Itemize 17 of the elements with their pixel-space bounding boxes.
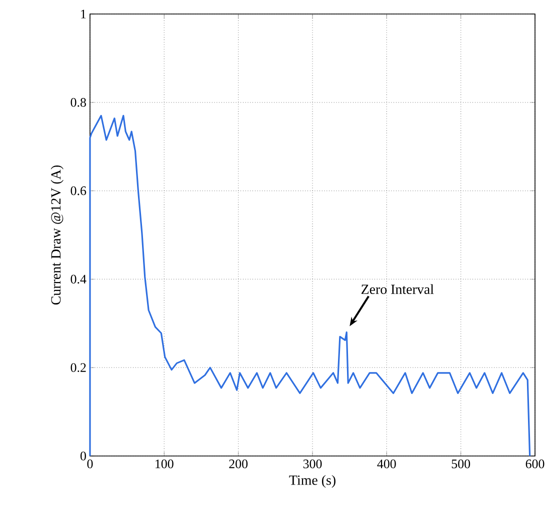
x-tick-label: 0	[87, 460, 93, 468]
y-tick-label: 0	[80, 452, 86, 460]
y-tick-label: 0.4	[70, 274, 86, 284]
y-tick-label: 0.2	[70, 363, 86, 372]
annotation: Zero Interval	[361, 284, 434, 294]
x-tick-label: 600	[526, 460, 544, 468]
x-axis-title: Time (s)	[289, 475, 336, 488]
x-tick-label: 300	[303, 460, 322, 468]
x-tick-label: 100	[156, 460, 174, 468]
x-tick-label: 400	[377, 460, 396, 468]
line-series	[89, 114, 531, 457]
x-tick-label: 200	[229, 460, 248, 468]
y-tick-label: 0.6	[70, 186, 86, 196]
x-tick-label: 500	[452, 460, 470, 468]
y-tick-label: 1	[81, 10, 86, 18]
y-axis-title: Current Draw @12V (A)	[50, 165, 64, 305]
y-tick-label: 0.8	[70, 98, 86, 107]
